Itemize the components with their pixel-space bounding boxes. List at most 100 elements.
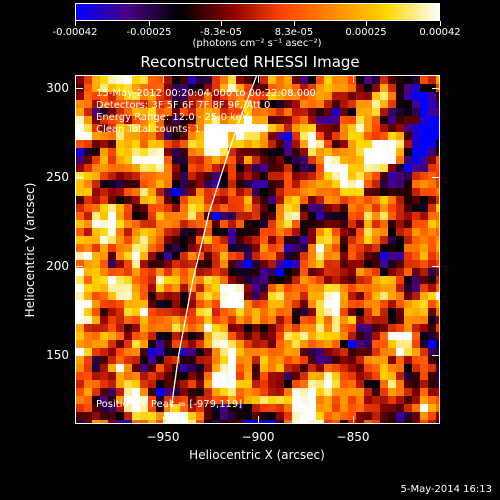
heatmap-cell (116, 172, 124, 180)
heatmap-cell (164, 388, 172, 396)
heatmap-cell (404, 364, 412, 372)
heatmap-cell (108, 372, 116, 380)
heatmap-cell (84, 396, 92, 404)
heatmap-cell (172, 172, 180, 180)
heatmap-cell (172, 364, 180, 372)
heatmap-cell (140, 196, 148, 204)
heatmap-cell (396, 156, 404, 164)
heatmap-cell (108, 100, 116, 108)
heatmap-cell (164, 396, 172, 404)
heatmap-cell (284, 300, 292, 308)
heatmap-cell (212, 236, 220, 244)
heatmap-cell (188, 244, 196, 252)
heatmap-cell (308, 372, 316, 380)
heatmap-cell (372, 268, 380, 276)
heatmap-cell (404, 388, 412, 396)
heatmap-cell (228, 332, 236, 340)
heatmap-cell (412, 236, 420, 244)
heatmap-cell (388, 348, 396, 356)
heatmap-cell (404, 420, 412, 423)
heatmap-cell (172, 140, 180, 148)
heatmap-cell (204, 372, 212, 380)
y-tick (432, 355, 440, 356)
heatmap-cell (300, 372, 308, 380)
heatmap-cell (212, 348, 220, 356)
heatmap-cell (268, 204, 276, 212)
heatmap-cell (396, 228, 404, 236)
y-tick-label: 300 (46, 81, 69, 95)
heatmap-cell (132, 92, 140, 100)
heatmap-cell (324, 92, 332, 100)
heatmap-cell (212, 356, 220, 364)
heatmap-cell (332, 292, 340, 300)
heatmap-cell (324, 172, 332, 180)
heatmap-cell (212, 420, 220, 423)
heatmap-cell (148, 100, 156, 108)
heatmap-cell (284, 244, 292, 252)
heatmap-cell (252, 252, 260, 260)
heatmap-cell (180, 388, 188, 396)
heatmap-cell (124, 76, 132, 84)
heatmap-cell (292, 140, 300, 148)
heatmap-cell (156, 340, 164, 348)
heatmap-cell (292, 148, 300, 156)
heatmap-cell (284, 420, 292, 423)
heatmap-cell (124, 92, 132, 100)
heatmap-cell (76, 132, 84, 140)
heatmap-cell (316, 100, 324, 108)
heatmap-cell (364, 132, 372, 140)
heatmap-cell (436, 292, 439, 300)
heatmap-cell (364, 212, 372, 220)
heatmap-cell (156, 244, 164, 252)
heatmap-cell (308, 284, 316, 292)
heatmap-cell (204, 316, 212, 324)
heatmap-cell (108, 164, 116, 172)
heatmap-cell (204, 284, 212, 292)
heatmap-cell (340, 316, 348, 324)
heatmap-cell (372, 260, 380, 268)
annotation-detectors: Detectors: 3F 5F 6F 7F 8F 9F, Att 0 (96, 100, 271, 111)
heatmap-cell (156, 324, 164, 332)
heatmap-cell (244, 252, 252, 260)
y-tick-label: 200 (46, 259, 69, 273)
heatmap-cell (404, 244, 412, 252)
heatmap-cell (132, 212, 140, 220)
heatmap-cell (84, 132, 92, 140)
heatmap-cell (140, 412, 148, 420)
heatmap-cell (308, 156, 316, 164)
heatmap-cell (204, 308, 212, 316)
heatmap-cell (260, 396, 268, 404)
heatmap-cell (300, 268, 308, 276)
heatmap-cell (108, 180, 116, 188)
heatmap-cell (140, 188, 148, 196)
heatmap-cell (372, 364, 380, 372)
heatmap-cell (172, 260, 180, 268)
heatmap-cell (236, 420, 244, 423)
heatmap-cell (276, 300, 284, 308)
heatmap-cell (356, 268, 364, 276)
heatmap-cell (116, 76, 124, 84)
heatmap-cell (188, 92, 196, 100)
heatmap-cell (332, 180, 340, 188)
y-tick (432, 266, 440, 267)
heatmap-cell (292, 260, 300, 268)
heatmap-cell (404, 316, 412, 324)
heatmap-cell (364, 172, 372, 180)
heatmap-cell (348, 364, 356, 372)
heatmap-cell (356, 172, 364, 180)
heatmap-cell (348, 220, 356, 228)
heatmap-cell (316, 76, 324, 84)
heatmap-cell (428, 252, 436, 260)
heatmap-cell (148, 204, 156, 212)
heatmap-cell (268, 268, 276, 276)
heatmap-cell (84, 76, 92, 84)
heatmap-cell (428, 396, 436, 404)
heatmap-cell (228, 108, 236, 116)
heatmap-cell (364, 92, 372, 100)
heatmap-cell (92, 108, 100, 116)
heatmap-cell (268, 284, 276, 292)
heatmap-cell (228, 364, 236, 372)
heatmap-cell (396, 92, 404, 100)
heatmap-cell (244, 300, 252, 308)
heatmap-cell (276, 324, 284, 332)
